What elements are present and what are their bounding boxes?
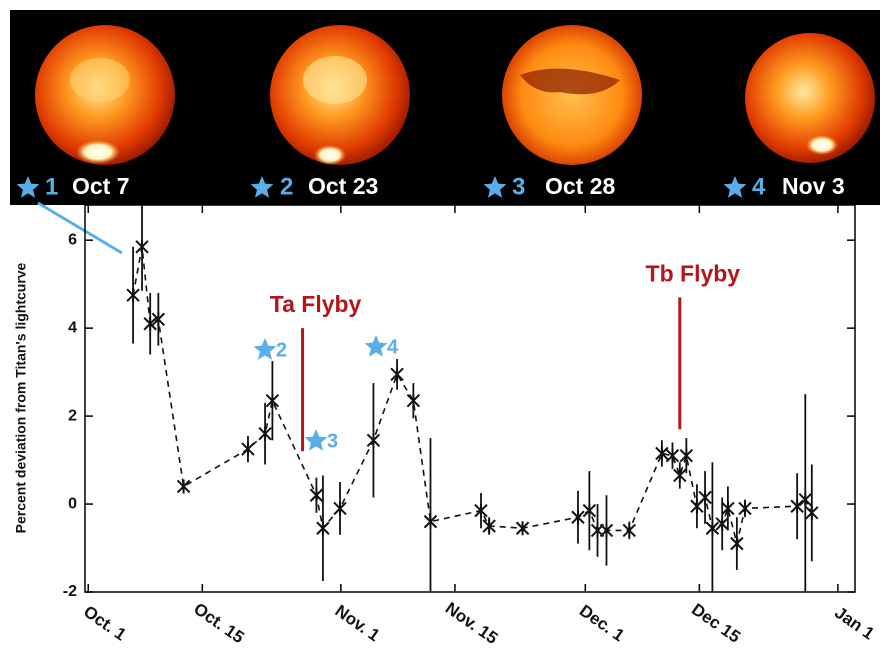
- marker-star: [254, 338, 277, 360]
- flyby-label: Tb Flyby: [646, 260, 741, 286]
- data-point: [178, 479, 190, 493]
- data-point: [424, 515, 436, 529]
- image-number: 2: [280, 173, 293, 200]
- x-tick-label: Oct. 1: [80, 602, 130, 645]
- image-number: 4: [752, 173, 766, 200]
- data-point: [799, 493, 811, 507]
- data-point: [806, 506, 818, 520]
- data-line: [133, 247, 812, 544]
- x-tick-label: Nov. 1: [332, 601, 384, 645]
- chart: Percent deviation from Titan's lightcurv…: [0, 0, 894, 657]
- page: {"chart_data": { "type": "line", "ylabel…: [0, 0, 894, 657]
- marker-star: [305, 429, 328, 451]
- data-point: [517, 521, 529, 535]
- image-number: 3: [512, 173, 525, 200]
- data-point: [242, 442, 254, 456]
- image-date: Nov 3: [782, 173, 845, 199]
- marker-number: 4: [387, 336, 399, 358]
- data-point: [600, 523, 612, 537]
- data-point: [572, 510, 584, 524]
- data-point: [739, 501, 751, 515]
- marker-number: 2: [276, 339, 287, 361]
- image-number: 1: [45, 173, 58, 200]
- data-point: [731, 537, 743, 551]
- data-point: [791, 499, 803, 513]
- data-point: [475, 504, 487, 518]
- marker-star: [365, 335, 388, 357]
- data-point: [259, 427, 271, 441]
- y-tick-label: 0: [68, 495, 77, 512]
- data-point: [722, 501, 734, 515]
- data-point: [310, 488, 322, 502]
- x-tick-label: Dec 15: [688, 600, 744, 647]
- data-point: [407, 394, 419, 408]
- y-tick-label: -2: [63, 583, 77, 600]
- y-tick-label: 4: [68, 319, 77, 336]
- data-point: [699, 490, 711, 504]
- y-tick-label: 6: [68, 231, 77, 248]
- marker-number: 3: [327, 430, 338, 452]
- data-point: [317, 521, 329, 535]
- data-point: [127, 288, 139, 302]
- image-date: Oct 7: [72, 173, 130, 199]
- data-point: [391, 367, 403, 381]
- data-point: [334, 501, 346, 515]
- data-point: [656, 446, 668, 460]
- x-tick-label: Dec. 1: [576, 601, 628, 645]
- image-date: Oct 28: [545, 173, 616, 199]
- data-point: [266, 394, 278, 408]
- data-point: [623, 523, 635, 537]
- data-point: [367, 433, 379, 447]
- y-axis-label: Percent deviation from Titan's lightcurv…: [13, 262, 29, 533]
- x-tick-label: Oct. 15: [190, 599, 247, 647]
- data-point: [136, 240, 148, 254]
- data-point: [680, 449, 692, 463]
- y-tick-label: 2: [68, 407, 77, 424]
- x-tick-label: Jan 1: [831, 603, 878, 644]
- flyby-label: Ta Flyby: [270, 291, 362, 317]
- data-point: [583, 504, 595, 518]
- pointer-line: [38, 203, 122, 253]
- image-date: Oct 23: [308, 173, 378, 199]
- x-tick-label: Nov. 15: [442, 598, 501, 648]
- data-point: [666, 449, 678, 463]
- data-point: [674, 468, 686, 482]
